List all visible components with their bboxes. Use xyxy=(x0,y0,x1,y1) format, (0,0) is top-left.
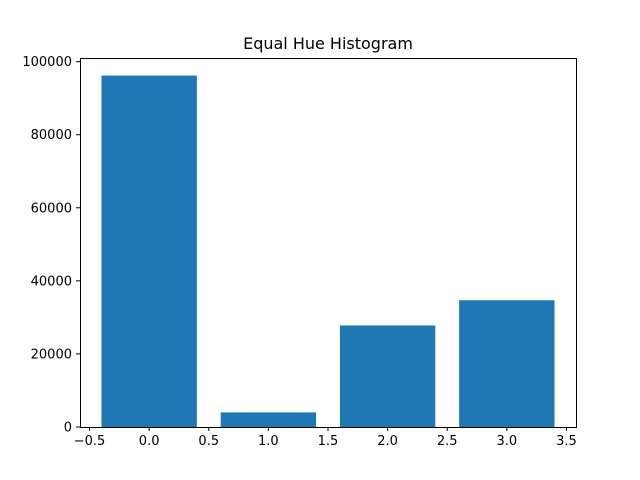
y-tick-label: 20000 xyxy=(31,347,72,362)
y-tick-label: 100000 xyxy=(22,55,72,70)
x-tick-label: 0.0 xyxy=(139,434,160,449)
y-tick-label: 40000 xyxy=(31,274,72,289)
x-tick-label: 3.5 xyxy=(556,434,577,449)
axes-frame xyxy=(80,58,577,428)
bar-0 xyxy=(101,75,197,428)
y-tick-label: 80000 xyxy=(31,128,72,143)
bar-3 xyxy=(459,300,555,427)
y-tick-label: 60000 xyxy=(31,201,72,216)
x-tick-label: 1.5 xyxy=(318,434,339,449)
y-axis-ticks: 0 20000 40000 60000 80000 100000 xyxy=(22,55,80,436)
y-tick-label: 0 xyxy=(64,421,72,436)
x-tick-label: 2.5 xyxy=(437,434,458,449)
chart-title: Equal Hue Histogram xyxy=(243,34,413,53)
x-axis-ticks: −0.5 0.0 0.5 1.0 1.5 2.0 2.5 3.0 3.5 xyxy=(74,427,577,449)
x-tick-label: 1.0 xyxy=(258,434,279,449)
x-tick-label: 2.0 xyxy=(377,434,398,449)
x-tick-label: 3.0 xyxy=(497,434,518,449)
x-tick-label: 0.5 xyxy=(198,434,219,449)
bar-2 xyxy=(339,325,436,427)
bar-1 xyxy=(220,412,317,427)
x-tick-label: −0.5 xyxy=(74,434,106,449)
bars-group xyxy=(101,75,555,428)
